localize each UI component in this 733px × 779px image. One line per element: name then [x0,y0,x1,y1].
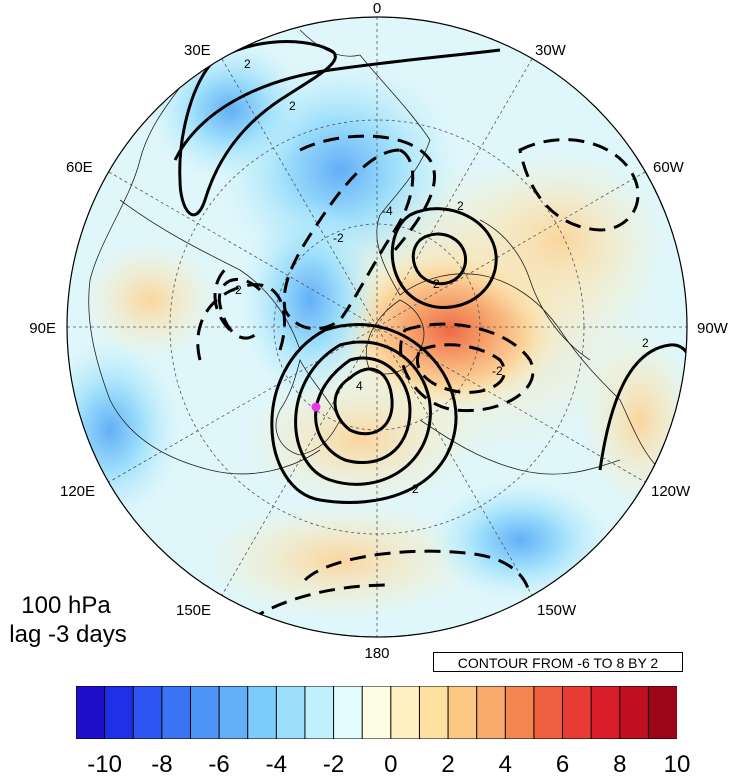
colorbar-swatch [418,686,450,739]
contour-label: -2 [231,283,242,297]
colorbar-swatch [132,686,163,739]
colorbar-swatch [247,686,278,739]
colorbar [76,686,677,739]
colorbar-tick-label: 6 [555,751,570,778]
colorbar-swatch [562,686,593,739]
lon-label-120e: 120E [60,483,96,500]
colorbar-tick-label: 2 [441,751,455,778]
colorbar-swatch [447,686,478,739]
lon-label-60e: 60E [66,159,93,176]
colorbar-swatch [104,686,135,739]
contour-label: 2 [412,482,419,496]
colorbar-swatch [76,686,106,739]
colorbar-swatch [189,686,221,739]
pressure-level-title: 100 hPa [21,592,111,619]
lon-label-right: 90W [697,320,728,337]
coastlines [88,29,661,475]
lag-title: lag -3 days [9,621,127,648]
contour-label: -2 [492,364,503,378]
colorbar-tick-label: -2 [322,751,345,778]
colorbar-swatch [161,686,192,739]
contour-label: 4 [356,379,363,393]
colorbar-tick-label: 0 [384,751,398,778]
colorbar-swatch [504,686,535,739]
contour-label: 2 [244,57,251,71]
colorbar-swatch [390,686,421,739]
colorbar-swatch [275,686,306,739]
contour-labels: 2 2 2 2 -2 -2 -4 4 2 -2 2 [231,57,649,496]
colorbar-swatch [533,686,564,739]
contour-label: 2 [433,277,440,291]
lon-label-60w: 60W [653,159,684,176]
map-boundary [66,16,688,638]
colorbar-swatch [304,686,335,739]
lon-label-30w: 30W [535,42,566,59]
location-marker [311,402,321,412]
contour-info-box: CONTOUR FROM -6 TO 8 BY 2 [433,652,683,672]
contour-label: -2 [333,231,344,245]
colorbar-tick-label: 10 [663,751,691,778]
lon-label-30e: 30E [184,42,211,59]
lon-label-150e: 150E [176,602,212,619]
colorbar-swatch [218,686,249,739]
lon-label-bottom: 180 [364,645,390,662]
colorbar-tick-label: -10 [87,751,122,778]
shaded-field [67,17,687,637]
contour-label: 2 [457,199,464,213]
lon-label-left: 90E [29,320,56,337]
colorbar-tick-label: -4 [265,751,287,778]
graticule [67,17,687,637]
lon-label-150w: 150W [537,602,577,619]
colorbar-tick-label: 4 [498,751,512,778]
lon-label-top: 0 [372,0,382,17]
contour-label: 2 [642,336,649,350]
colorbar-tick-label: -8 [151,751,173,778]
colorbar-swatch [619,686,650,739]
lon-label-120w: 120W [651,483,691,500]
contour-label: 2 [289,99,296,113]
contours [173,40,687,622]
colorbar-swatch [590,686,621,739]
colorbar-swatch [476,686,507,739]
colorbar-tick-label: 8 [613,751,627,778]
colorbar-swatch [361,686,392,739]
colorbar-tick-label: -6 [208,751,230,778]
contour-label: -4 [382,204,393,218]
colorbar-swatch [647,686,677,739]
colorbar-swatch [333,686,364,739]
